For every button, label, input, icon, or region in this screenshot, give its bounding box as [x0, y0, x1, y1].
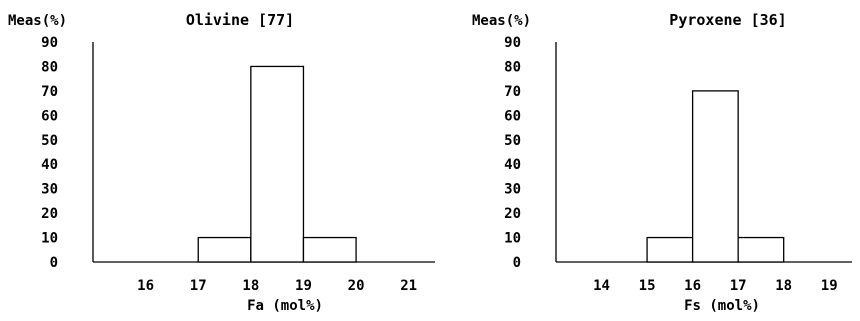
x-tick-label: 19 — [295, 278, 312, 294]
chart-title: Pyroxene [36] — [669, 11, 786, 29]
y-axis-label: Meas(%) — [472, 13, 531, 29]
y-axis-label: Meas(%) — [8, 13, 67, 29]
olivine-histogram: Olivine [77] Meas(%) Fa (mol%) 0 10 20 30 40… — [8, 11, 435, 314]
x-tick-label: 16 — [684, 278, 701, 294]
pyroxene-marks: 0 10 20 30 40 50 60 70 80 90 14 15 16 17 18 19 — [504, 35, 852, 294]
x-tick-label: 18 — [242, 278, 259, 294]
y-tick-label: 0 — [513, 255, 521, 271]
histogram-bar — [737, 236, 785, 263]
y-tick-label: 60 — [41, 108, 58, 124]
histogram-bar — [302, 236, 357, 263]
y-tick-label: 50 — [41, 133, 58, 149]
y-tick-label: 70 — [504, 84, 521, 100]
x-tick-label: 18 — [775, 278, 792, 294]
x-tick-label: 17 — [730, 278, 747, 294]
chart-title: Olivine [77] — [186, 11, 294, 29]
y-tick-label: 0 — [50, 255, 58, 271]
y-tick-label: 80 — [504, 59, 521, 75]
olivine-marks: 0 10 20 30 40 50 60 70 80 90 16 17 18 19 20 21 — [41, 35, 435, 294]
y-tick-label: 90 — [504, 35, 521, 51]
pyroxene-histogram: Pyroxene [36] Meas(%) Fs (mol%) 0 10 20 30 4… — [472, 11, 852, 314]
y-tick-label: 20 — [41, 206, 58, 222]
histogram-bar — [250, 65, 305, 263]
histogram-bar — [646, 236, 694, 263]
y-tick-label: 30 — [504, 182, 521, 198]
x-tick-label: 16 — [137, 278, 154, 294]
y-tick-label: 50 — [504, 133, 521, 149]
y-tick-label: 60 — [504, 108, 521, 124]
y-tick-label: 80 — [41, 59, 58, 75]
y-tick-label: 40 — [504, 157, 521, 173]
y-tick-label: 90 — [41, 35, 58, 51]
y-tick-label: 20 — [504, 206, 521, 222]
x-tick-label: 19 — [821, 278, 838, 294]
x-tick-label: 20 — [348, 278, 365, 294]
y-tick-label: 30 — [41, 182, 58, 198]
histogram-bar — [691, 90, 739, 263]
y-tick-label: 10 — [41, 231, 58, 247]
histogram-bar — [197, 236, 252, 263]
x-tick-label: 21 — [400, 278, 417, 294]
x-tick-label: 14 — [593, 278, 610, 294]
x-tick-label: 17 — [190, 278, 207, 294]
y-tick-label: 10 — [504, 231, 521, 247]
y-tick-label: 40 — [41, 157, 58, 173]
x-tick-label: 15 — [639, 278, 656, 294]
x-axis-label: Fa (mol%) — [247, 298, 323, 314]
x-axis-label: Fs (mol%) — [684, 298, 760, 314]
y-tick-label: 70 — [41, 84, 58, 100]
